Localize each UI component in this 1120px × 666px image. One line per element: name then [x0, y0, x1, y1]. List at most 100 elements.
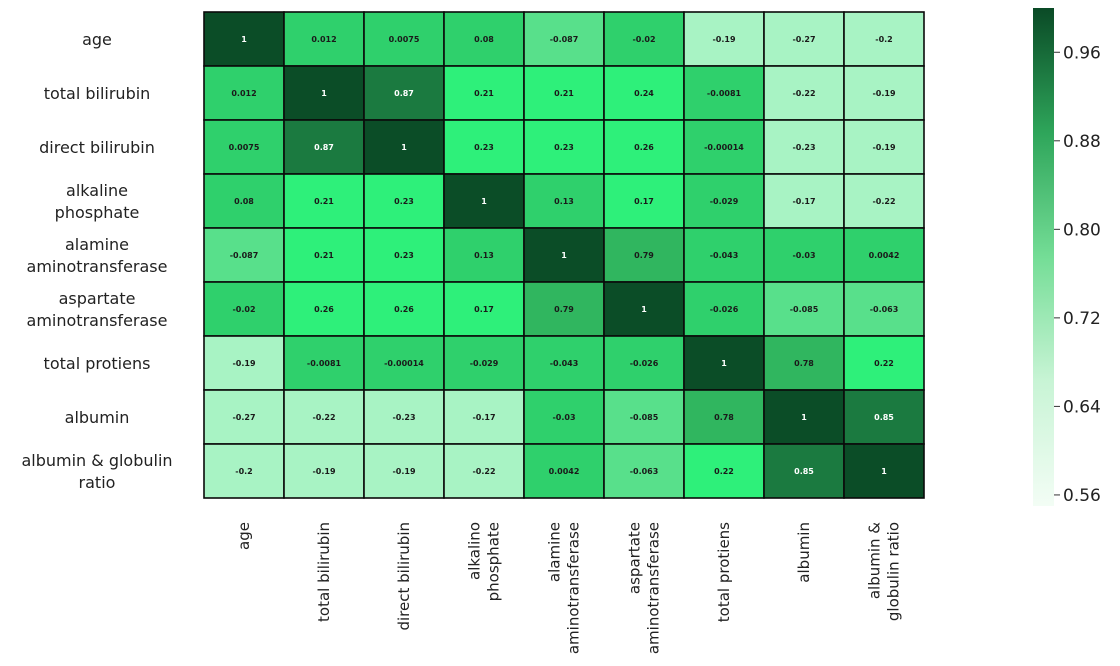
column-label: total protiens [715, 522, 733, 622]
cell-value-label: 0.21 [314, 197, 334, 206]
row-label: albumin & globulin [21, 451, 172, 470]
cell-value-label: 0.79 [634, 251, 654, 260]
cell-value-label: -0.043 [550, 359, 579, 368]
cell-value-label: -0.23 [792, 143, 815, 152]
cell-value-label: -0.063 [630, 467, 659, 476]
cell-value-label: 0.0042 [549, 467, 580, 476]
x-axis-labels: age total bilirubin direct bilirubin alkali… [235, 522, 903, 654]
cell-value-label: -0.0081 [307, 359, 342, 368]
column-label: direct bilirubin [395, 522, 413, 631]
heatmap-cell [363, 443, 445, 499]
cell-value-label: 0.17 [634, 197, 654, 206]
row-label: total bilirubin [44, 84, 151, 103]
heatmap-cell [443, 389, 525, 445]
heatmap-cell [443, 227, 525, 283]
colorbar-tick-label: 0.64 [1063, 397, 1101, 417]
cell-value-label: -0.17 [472, 413, 495, 422]
cell-value-label: 0.21 [474, 89, 494, 98]
cell-value-label: 1 [641, 305, 647, 314]
row-label: direct bilirubin [39, 138, 155, 157]
colorbar-gradient [1033, 8, 1054, 506]
heatmap-cell [203, 173, 285, 229]
cell-value-label: 0.78 [714, 413, 734, 422]
cell-value-label: -0.085 [790, 305, 819, 314]
heatmap-cell [363, 389, 445, 445]
heatmap-cell [683, 335, 765, 391]
cell-value-label: 0.26 [634, 143, 654, 152]
cell-value-label: -0.085 [630, 413, 659, 422]
cell-value-label: -0.19 [232, 359, 255, 368]
cell-value-label: -0.02 [632, 35, 655, 44]
column-label: phosphate [485, 522, 503, 601]
row-label: ratio [79, 473, 116, 492]
cell-value-label: -0.22 [472, 467, 495, 476]
cell-value-label: 0.21 [554, 89, 574, 98]
row-label: alamine [65, 235, 129, 254]
row-label: age [82, 30, 112, 49]
heatmap-cell [763, 281, 845, 337]
heatmap-cell [363, 65, 445, 121]
cell-value-label: 0.23 [474, 143, 494, 152]
cell-value-label: -0.063 [870, 305, 899, 314]
cell-value-label: 0.79 [554, 305, 574, 314]
heatmap-cell [843, 389, 925, 445]
heatmap-cell [363, 281, 445, 337]
colorbar-tick-label: 0.72 [1063, 309, 1101, 329]
row-label: alkaline [66, 181, 128, 200]
heatmap-cells: 1 0.012 0.0075 0.08 -0.087 -0.02 -0.19 -0.27 -0.… [203, 11, 925, 499]
row-label: phosphate [55, 203, 140, 222]
cell-value-label: 0.23 [394, 251, 414, 260]
cell-value-label: 1 [881, 467, 887, 476]
row-label: aspartate [59, 289, 136, 308]
heatmap-cell [603, 281, 685, 337]
heatmap-cell [283, 281, 365, 337]
cell-value-label: 1 [241, 35, 247, 44]
cell-value-label: -0.026 [630, 359, 659, 368]
heatmap-cell [843, 173, 925, 229]
cell-value-label: -0.23 [392, 413, 415, 422]
cell-value-label: 0.0042 [869, 251, 900, 260]
heatmap-cell [203, 281, 285, 337]
cell-value-label: -0.00014 [384, 359, 424, 368]
row-label: albumin [65, 408, 130, 427]
heatmap-cell [683, 389, 765, 445]
cell-value-label: -0.03 [792, 251, 815, 260]
cell-value-label: 1 [481, 197, 487, 206]
heatmap-cell [203, 443, 285, 499]
cell-value-label: -0.19 [312, 467, 335, 476]
cell-value-label: -0.087 [230, 251, 259, 260]
column-label: globulin ratio [885, 522, 903, 621]
column-label: albumin & [866, 522, 884, 599]
heatmap-cell [443, 281, 525, 337]
column-label: aminotransferase [645, 522, 663, 654]
cell-value-label: -0.19 [872, 89, 895, 98]
column-label: albumin [795, 522, 813, 583]
cell-value-label: -0.02 [232, 305, 255, 314]
cell-value-label: -0.22 [312, 413, 335, 422]
heatmap-cell [443, 443, 525, 499]
cell-value-label: -0.19 [392, 467, 415, 476]
cell-value-label: -0.026 [710, 305, 739, 314]
cell-value-label: -0.27 [792, 35, 815, 44]
cell-value-label: 0.13 [474, 251, 494, 260]
heatmap-cell [283, 11, 365, 67]
cell-value-label: 0.78 [794, 359, 814, 368]
cell-value-label: -0.19 [872, 143, 895, 152]
cell-value-label: -0.087 [550, 35, 579, 44]
heatmap-cell [203, 227, 285, 283]
cell-value-label: -0.0081 [707, 89, 742, 98]
heatmap-cell [843, 443, 925, 499]
heatmap-cell [283, 119, 365, 175]
cell-value-label: -0.27 [232, 413, 255, 422]
cell-value-label: 0.85 [794, 467, 814, 476]
cell-value-label: 0.23 [554, 143, 574, 152]
heatmap-cell [203, 11, 285, 67]
heatmap-cell [443, 173, 525, 229]
cell-value-label: 1 [721, 359, 727, 368]
cell-value-label: -0.00014 [704, 143, 744, 152]
cell-value-label: 0.26 [314, 305, 334, 314]
heatmap-cell [283, 173, 365, 229]
cell-value-label: -0.029 [710, 197, 739, 206]
heatmap-cell [843, 281, 925, 337]
